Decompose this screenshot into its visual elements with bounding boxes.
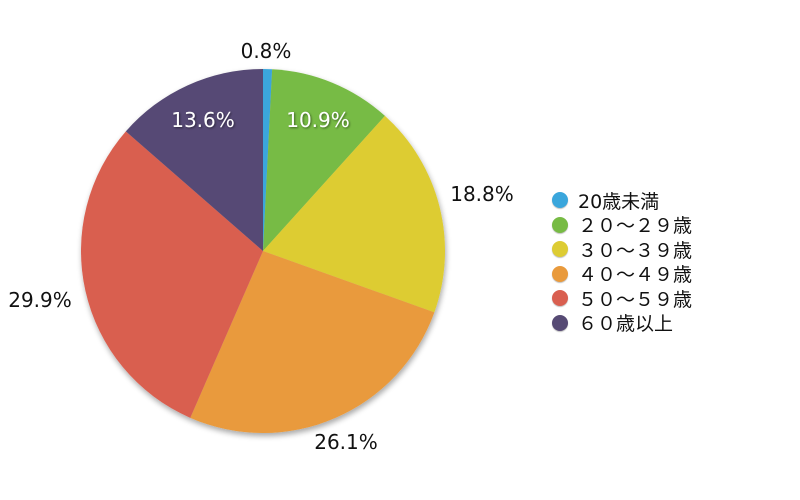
slice-label-2: 10.9% xyxy=(286,108,350,132)
legend-label: ４０〜４９歳 xyxy=(578,264,693,287)
pie-slice-2 xyxy=(263,69,385,251)
pie-slice-5 xyxy=(80,131,263,418)
legend-item-1: 20歳未満 xyxy=(552,188,692,213)
legend-label: ５０〜５９歳 xyxy=(578,288,693,311)
legend-swatch xyxy=(552,192,568,209)
legend-item-6: ６０歳以上 xyxy=(552,311,692,336)
legend-item-4: ４０〜４９歳 xyxy=(552,262,693,287)
slice-label-6: 13.6% xyxy=(171,108,235,132)
legend: 20歳未満 ２０〜２９歳 ３０〜３９歳 ４０〜４９歳 ５０〜５９歳 ６０歳以上 xyxy=(552,188,692,335)
slice-label-5: 29.9% xyxy=(8,288,72,312)
pie-slice-6 xyxy=(125,69,263,251)
pie-slice-4 xyxy=(190,251,435,433)
legend-swatch xyxy=(552,216,568,233)
legend-swatch xyxy=(552,290,568,307)
pie-slice-1 xyxy=(263,69,273,251)
legend-swatch xyxy=(552,241,568,258)
legend-item-2: ２０〜２９歳 xyxy=(552,213,693,238)
legend-label: ６０歳以上 xyxy=(578,313,674,336)
legend-item-5: ５０〜５９歳 xyxy=(552,286,692,311)
slice-label-1: 0.8% xyxy=(241,39,292,63)
legend-swatch xyxy=(552,265,568,282)
slice-label-3: 18.8% xyxy=(450,182,514,206)
legend-item-3: ３０〜３９歳 xyxy=(552,237,692,262)
legend-swatch xyxy=(552,314,568,331)
pie-labels: 0.8% 10.9% 18.8% 26.1% 29.9% 13.6% xyxy=(8,39,514,454)
legend-label: ２０〜２９歳 xyxy=(578,215,693,238)
pie-slice-3 xyxy=(263,115,446,313)
pie-slices xyxy=(80,69,446,433)
slice-label-4: 26.1% xyxy=(314,430,378,454)
legend-label: ３０〜３９歳 xyxy=(578,239,693,262)
legend-label: 20歳未満 xyxy=(578,190,660,213)
